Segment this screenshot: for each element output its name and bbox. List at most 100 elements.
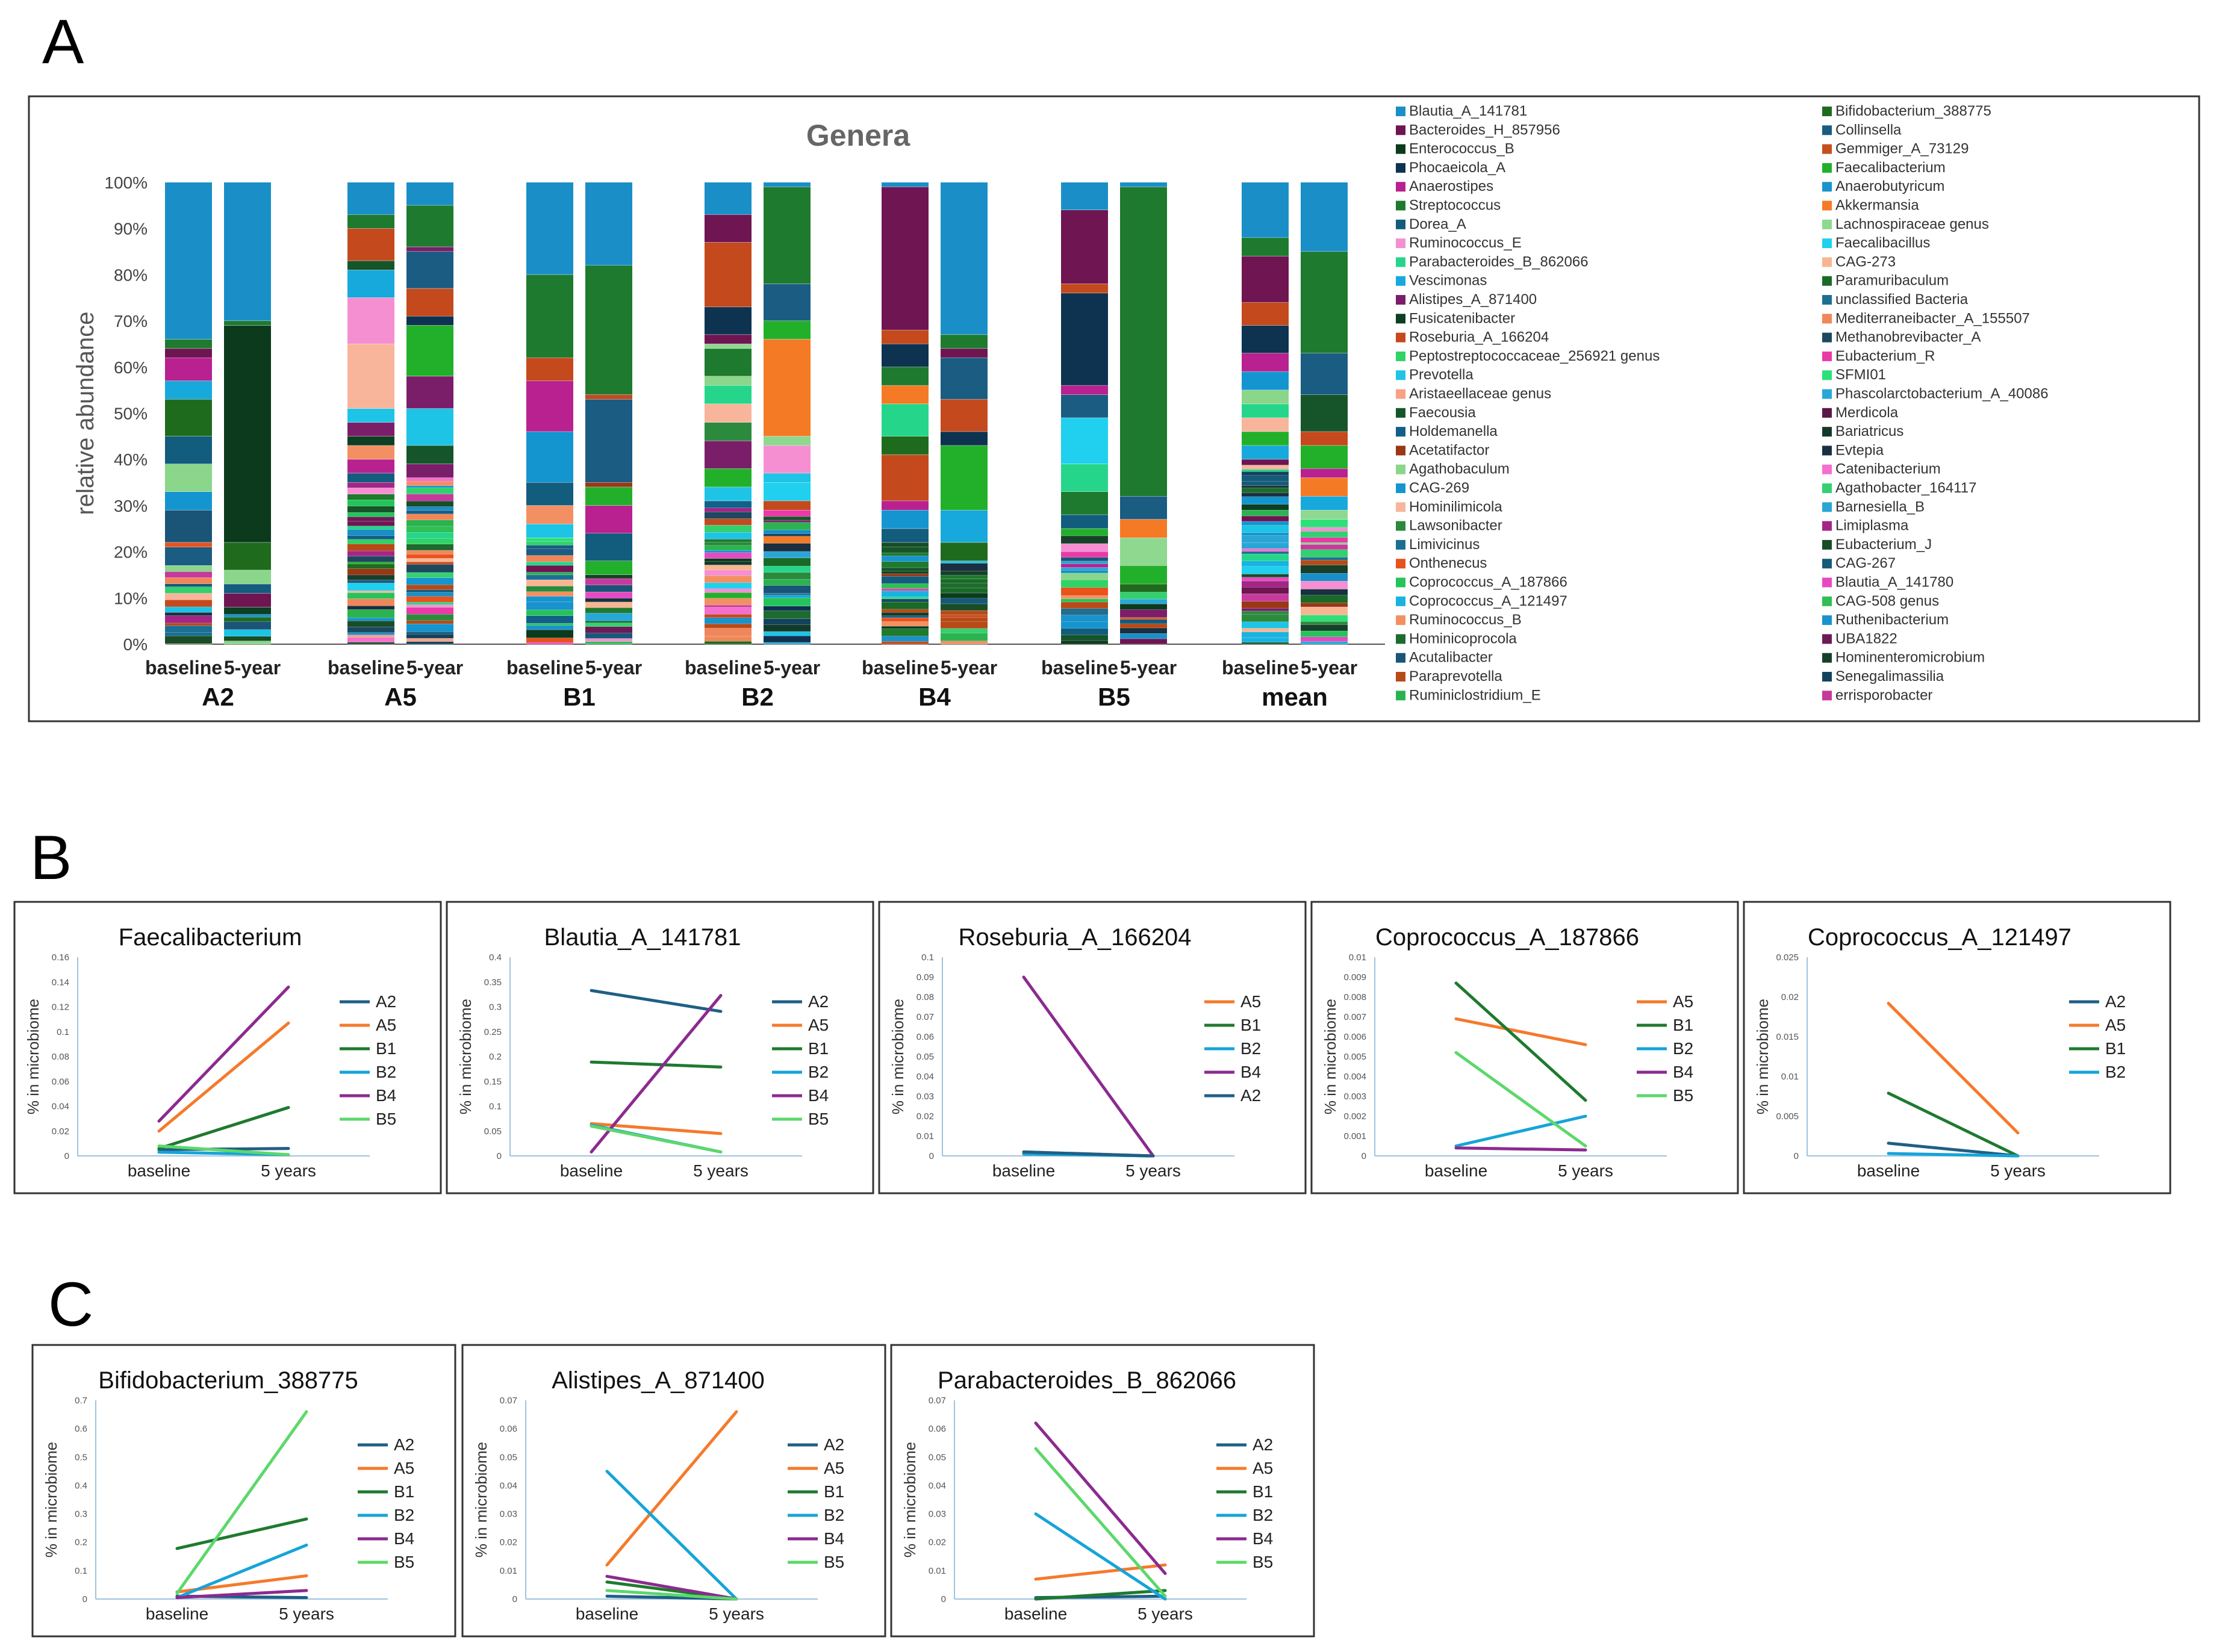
bar-segment [882, 626, 929, 629]
bar-segment [526, 615, 573, 624]
y-tick-label: 0.03 [917, 1092, 934, 1102]
bar-segment [705, 576, 752, 583]
bar-segment [1242, 516, 1289, 522]
bar-segment [941, 446, 988, 511]
bar-segment [882, 574, 929, 577]
bar-segment [1061, 544, 1108, 552]
bar-segment [882, 553, 929, 556]
bar-segment [1242, 574, 1289, 578]
bar-segment [705, 376, 752, 386]
bar-segment [764, 566, 811, 573]
y-tick-label: 0.16 [52, 952, 69, 963]
x-tick-label: 5 years [261, 1161, 316, 1180]
series-line-b5 [1454, 1051, 1587, 1147]
legend-entry: Faecousia [1409, 405, 1476, 421]
bar-segment [1061, 293, 1108, 386]
bar-segment [882, 529, 929, 543]
bar-segment [526, 541, 573, 545]
bar-segment [1301, 565, 1348, 574]
bar-segment [705, 422, 752, 441]
bar-segment [1242, 614, 1289, 623]
bar-segment [705, 628, 752, 637]
legend-entry: Merdicola [1835, 405, 1899, 421]
y-tick-label: 0 [1794, 1151, 1799, 1161]
legend-entry: Coprococcus_A_121497 [1409, 593, 1567, 609]
legend-entry: A5 [1673, 992, 1693, 1011]
bar-segment [406, 577, 453, 585]
bar-segment [406, 511, 453, 514]
bar-segment [882, 591, 929, 597]
legend-entry: A5 [824, 1459, 844, 1477]
bar-segment [526, 630, 573, 638]
y-tick-label: 0.1 [75, 1566, 87, 1576]
legend-entry: Onthenecus [1409, 555, 1487, 571]
bar-segment [585, 638, 632, 642]
legend-swatch [1822, 238, 1832, 249]
bar-segment [347, 526, 394, 530]
bar-segment [1061, 608, 1108, 615]
bar-segment [1242, 256, 1289, 303]
x-tick-label: baseline [1425, 1161, 1487, 1180]
bar-segment [1120, 609, 1167, 618]
bar-segment [705, 214, 752, 243]
bar-segment [764, 572, 811, 580]
genera-chart: Genera relative abundance 0% 10% 20% 30% 40% 50… [28, 95, 2200, 722]
bar-segment [1301, 615, 1348, 622]
bar-segment [1301, 581, 1348, 589]
bar-segment [347, 344, 394, 409]
legend-entry: Senegalimassilia [1835, 668, 1944, 685]
group-label: mean [1262, 683, 1328, 711]
bar-segment [585, 598, 632, 603]
bar-segment [705, 598, 752, 606]
legend-entry: A5 [376, 1016, 396, 1034]
y-tick-label: 0.1 [921, 952, 934, 963]
legend-entry: Methanobrevibacter_A [1835, 329, 1981, 346]
y-axis-label: relative abundance [72, 311, 99, 515]
bar-segment [1120, 565, 1167, 585]
legend-swatch [1822, 464, 1832, 474]
bar-segment [406, 376, 453, 409]
y-tick-label: 60% [114, 358, 148, 377]
y-tick-label: 0.004 [1343, 1072, 1366, 1082]
y-tick-label: 0 [1362, 1151, 1366, 1161]
bar-segment [764, 595, 811, 598]
bar-segment [224, 614, 271, 618]
bar-segment [585, 182, 632, 266]
bar-segment [585, 487, 632, 506]
legend-entry: B1 [2105, 1039, 2126, 1058]
line-chart-b3: Roseburia_A_166204 % in microbiome 0 0.01 0.… [878, 901, 1307, 1194]
legend-entry: Dorea_A [1409, 216, 1466, 232]
legend-entry: Acetatifactor [1409, 442, 1489, 458]
series-line-a5 [605, 1410, 738, 1567]
bar-segment [526, 432, 573, 483]
bar-segment [1120, 538, 1167, 566]
bar-segment [347, 618, 394, 621]
legend-entry: Bacteroides_H_857956 [1409, 122, 1560, 138]
bar-segment [764, 182, 811, 187]
bar-segment [882, 510, 929, 529]
bar-segment [165, 510, 212, 543]
bar-segment [406, 573, 453, 578]
panel-label-c: C [48, 1270, 93, 1340]
bar-segment [882, 182, 929, 187]
bar-segment [1301, 446, 1348, 469]
legend-swatch [1396, 446, 1405, 456]
bar-segment [1242, 353, 1289, 372]
y-tick-label: 0.009 [1343, 972, 1366, 983]
legend-swatch [1396, 314, 1405, 324]
line-chart-b2: Blautia_A_141781 % in microbiome 0 0.05 0.1 0… [446, 901, 874, 1194]
legend-entry: Eubacterium_R [1835, 348, 1935, 364]
bar-segment [526, 482, 573, 506]
bar-segment [705, 545, 752, 551]
legend-swatch [1396, 219, 1405, 229]
bar-segment [882, 588, 929, 591]
legend-entry: Roseburia_A_166204 [1409, 329, 1549, 346]
series-line-b4 [605, 1574, 738, 1601]
bar-segment [1301, 252, 1348, 353]
bar-segment [705, 344, 752, 349]
legend-swatch [1822, 389, 1832, 399]
legend-swatch [1822, 107, 1832, 116]
legend-entry: Parabacteroides_B_862066 [1409, 253, 1589, 270]
bar-segment [1061, 573, 1108, 580]
line-chart-c2: Alistipes_A_871400 % in microbiome 0 0.01 0.… [461, 1344, 886, 1638]
